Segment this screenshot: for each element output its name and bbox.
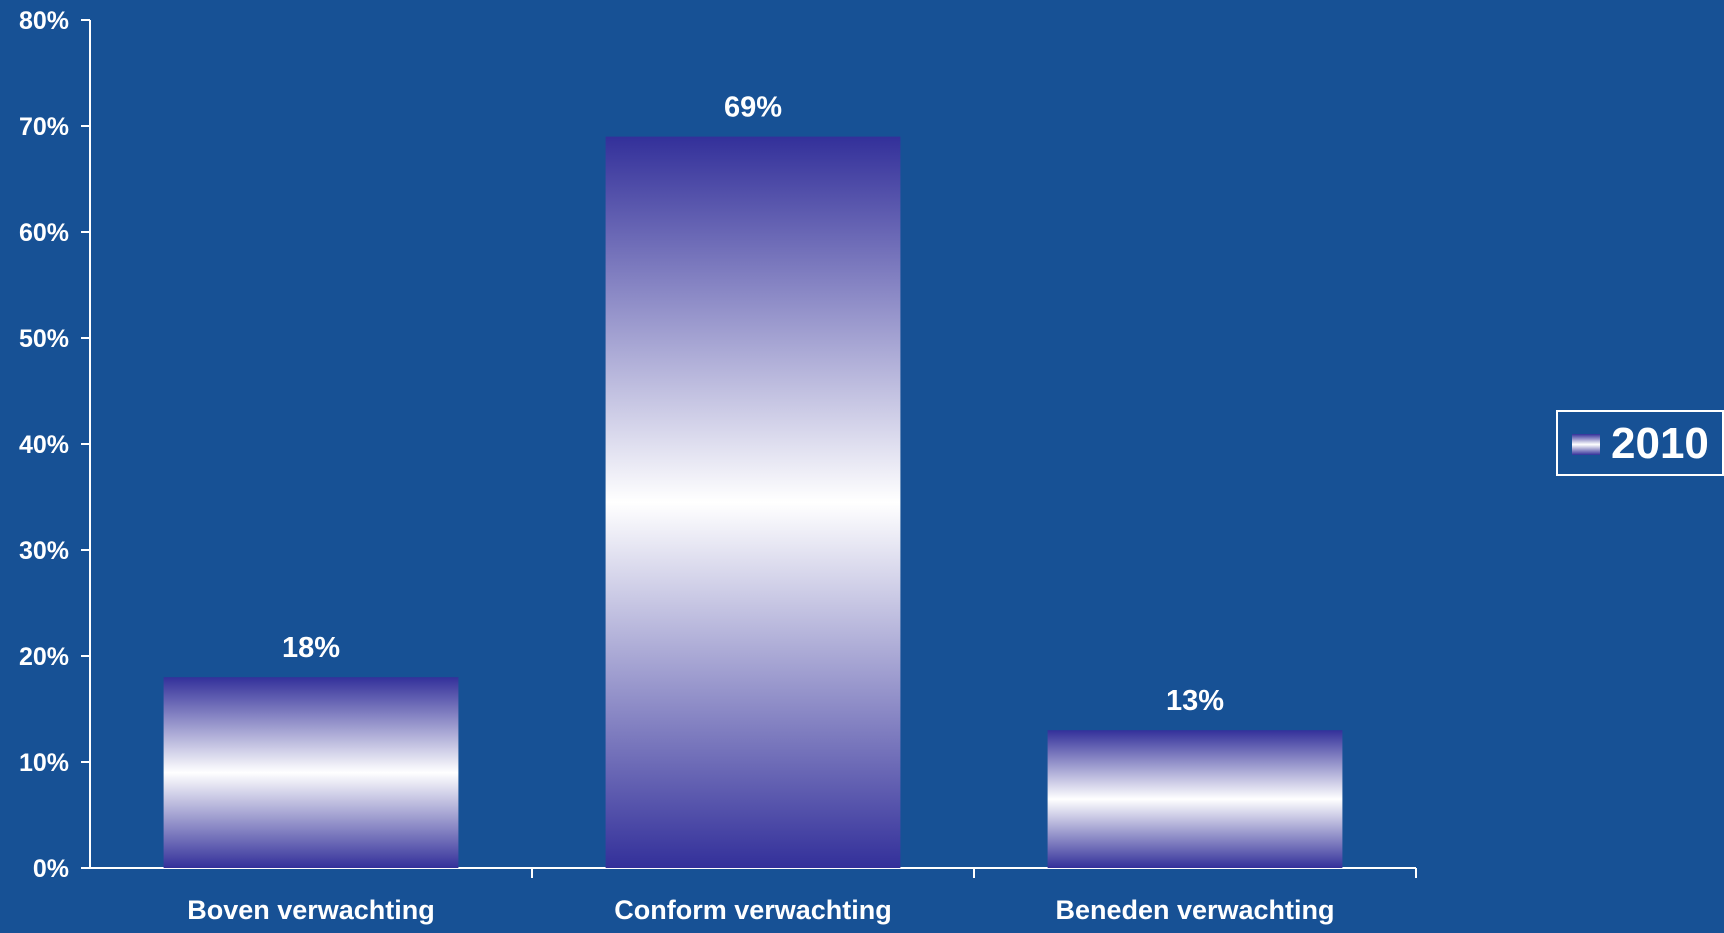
y-tick-label: 30% — [19, 537, 69, 565]
bar-beneden-verwachting — [1047, 730, 1343, 868]
labels: 0% 10% 20% 30% 40% 50% 60% 70% 80% 18% Boven verwa… — [19, 7, 1335, 925]
legend-swatch — [1572, 434, 1600, 455]
y-tick-label: 70% — [19, 113, 69, 141]
y-tick-label: 10% — [19, 749, 69, 777]
legend-box — [1556, 410, 1724, 476]
y-tick-label: 80% — [19, 7, 69, 35]
x-tick-label: Boven verwachting — [187, 895, 435, 925]
data-label: 69% — [724, 92, 782, 124]
y-tick-label: 50% — [19, 325, 69, 353]
bar-boven-verwachting — [163, 677, 459, 868]
bar-conform-verwachting — [605, 136, 901, 869]
bars — [163, 136, 1343, 869]
data-label: 13% — [1166, 685, 1224, 717]
data-label: 18% — [282, 632, 340, 664]
y-tick-label: 0% — [33, 855, 69, 883]
legend: 2010 — [1556, 410, 1724, 476]
x-tick-label: Conform verwachting — [614, 895, 892, 925]
y-tick-label: 60% — [19, 219, 69, 247]
y-tick-label: 20% — [19, 643, 69, 671]
x-tick-label: Beneden verwachting — [1055, 895, 1334, 925]
y-tick-label: 40% — [19, 431, 69, 459]
legend-label: 2010 — [1611, 419, 1709, 468]
